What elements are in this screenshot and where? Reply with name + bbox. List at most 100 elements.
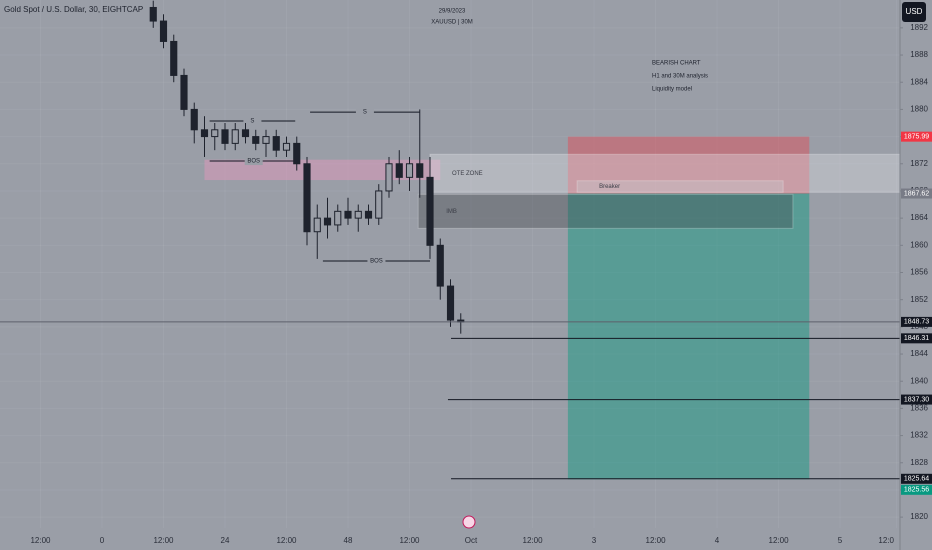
price-label: 1837.30 [904,396,929,403]
x-tick-label: 12:00 [276,536,297,545]
candle-body [190,108,198,131]
x-tick-label: 3 [592,536,597,545]
candle-body [149,6,157,22]
zone-label: OTE ZONE [452,171,483,177]
candle-body [395,163,403,178]
structure-label: S [363,110,367,116]
y-tick-label: 1872 [910,159,928,168]
price-label-box [901,473,932,484]
candle-body [323,217,332,226]
structure-label: BOS [247,159,260,165]
x-tick-label: 48 [344,536,353,545]
candle-body [334,210,342,226]
y-tick-label: 1852 [910,295,928,304]
candle-body [241,129,250,138]
y-tick-label: 1832 [910,431,928,440]
chart-title: Gold Spot / U.S. Dollar, 30, EIGHTCAP [4,5,143,14]
y-tick-label: 1860 [910,240,928,249]
zone [567,136,810,194]
candle-body [385,163,393,192]
zone-label: Breaker [599,184,620,190]
label-bg [367,256,386,265]
x-tick-label: 24 [221,536,230,545]
y-tick-label: 1840 [910,376,928,385]
note: Liquidity model [652,87,692,93]
x-tick-label: 0 [100,536,105,545]
price-label-box [901,131,932,142]
event-icon[interactable] [462,515,476,529]
price-label-box [901,188,932,199]
candle-body [344,210,352,219]
zone [576,180,784,193]
zone [567,193,810,480]
y-tick-label: 1844 [910,349,928,358]
candle-body [211,129,219,138]
price-label: 1825.56 [904,487,929,494]
note: H1 and 30M analysis [652,74,708,80]
candle-body [354,210,362,219]
candle-body [272,136,280,151]
price-label: 1846.31 [904,335,929,342]
candle-body [446,285,455,321]
candle-body [293,142,301,165]
candle-body [170,40,178,76]
candle-body [436,244,444,287]
y-tick-label: 1856 [910,268,928,277]
candle-body [262,136,270,144]
label-bg [243,116,262,125]
candle-body [231,129,239,144]
structure-label: BOS [370,259,383,265]
zone-label: IMB [446,209,457,215]
candle-body [221,129,229,144]
candle-body [159,20,168,42]
label-bg [355,108,374,117]
x-tick-label: 12:00 [523,536,544,545]
x-tick-label: Oct [465,536,478,545]
label-bg [244,157,263,166]
note: BEARISH CHART [652,61,701,67]
x-tick-label: 12:00 [399,536,420,545]
date: 29/9/2023 [439,9,466,15]
x-tick-label: 12:00 [646,536,667,545]
candle-body [313,217,321,233]
y-tick-label: 1892 [910,23,928,32]
price-label-box [901,484,932,495]
x-tick-label: 12:00 [153,536,174,545]
grid [0,0,900,528]
x-tick-label: 5 [838,536,843,545]
zone [429,153,901,193]
y-tick-label: 1888 [910,50,928,59]
x-tick-label: 12:0 [878,536,894,545]
y-tick-label: 1828 [910,458,928,467]
candle-body [426,176,434,246]
price-label: 1875.99 [904,133,929,140]
y-tick-label: 1864 [910,213,928,222]
x-tick-label: 12:00 [30,536,51,545]
price-label-box [901,394,932,405]
zone [417,193,794,229]
candle-body [200,129,209,138]
price-label: 1848.73 [904,319,929,326]
candle-body [405,163,414,178]
x-tick-label: 4 [715,536,720,545]
candle-body [416,163,424,178]
candle-body [303,163,311,233]
candle-body [375,190,383,219]
price-label: 1867.62 [904,190,929,197]
structure-label: S [250,119,254,125]
price-label-box [901,316,932,327]
plot: OTE ZONE Breaker IMB S S BOS BOS [0,0,901,480]
price-label-box [901,333,932,344]
zone [204,159,441,181]
y-tick-label: 1880 [910,105,928,114]
candle-body [180,74,188,110]
y-tick-label: 1884 [910,77,928,86]
currency[interactable]: USD [906,7,923,16]
candle-body [364,210,373,219]
y-tick-label: 1820 [910,512,928,521]
price-label: 1825.64 [904,476,929,483]
currency-button[interactable] [902,2,926,22]
